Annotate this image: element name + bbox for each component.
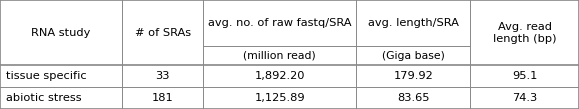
Text: # of SRAs: # of SRAs (134, 28, 190, 38)
Text: tissue specific: tissue specific (6, 71, 86, 81)
Text: (Giga base): (Giga base) (382, 51, 445, 61)
Text: 179.92: 179.92 (393, 71, 433, 81)
Text: RNA study: RNA study (31, 28, 91, 38)
Text: Avg. read
length (bp): Avg. read length (bp) (493, 22, 556, 43)
Text: abiotic stress: abiotic stress (6, 93, 82, 103)
Text: avg. no. of raw fastq/SRA: avg. no. of raw fastq/SRA (208, 18, 351, 28)
Text: 74.3: 74.3 (512, 93, 537, 103)
Text: 95.1: 95.1 (512, 71, 537, 81)
Text: 181: 181 (152, 93, 174, 103)
Text: (million read): (million read) (243, 51, 316, 61)
Text: 1,892.20: 1,892.20 (254, 71, 305, 81)
Text: 33: 33 (155, 71, 170, 81)
Text: 1,125.89: 1,125.89 (254, 93, 305, 103)
Text: 83.65: 83.65 (397, 93, 430, 103)
Text: avg. length/SRA: avg. length/SRA (368, 18, 459, 28)
